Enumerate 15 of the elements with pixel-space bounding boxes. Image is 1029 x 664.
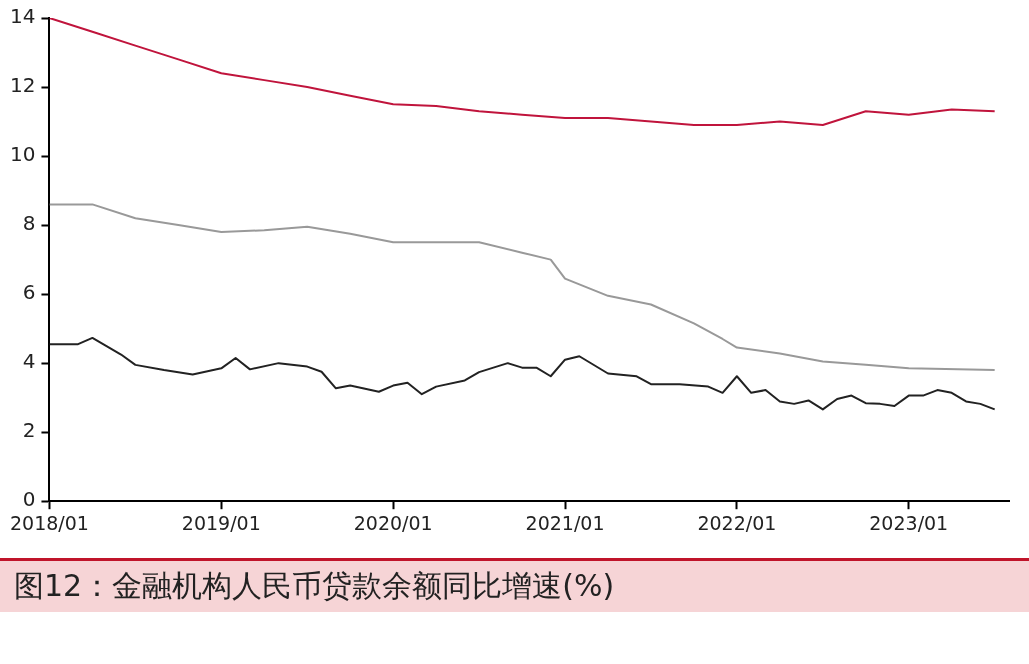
- y-tick-label: 14: [10, 4, 36, 29]
- y-tick-label: 10: [10, 142, 36, 167]
- x-tick-label: 2020/01: [353, 511, 433, 534]
- y-tick-label: 12: [10, 73, 36, 98]
- x-tick-label: 2023/01: [869, 511, 949, 534]
- y-tick-label: 4: [22, 349, 36, 374]
- x-tick-label: 2021/01: [525, 511, 605, 534]
- y-tick-label: 0: [22, 487, 36, 512]
- y-tick-label: 2: [22, 418, 36, 443]
- text: 图12：金融机构人民币贷款余额同比增速(%): [0, 561, 1029, 611]
- x-tick-label: 2022/01: [697, 511, 777, 534]
- x-tick-label: 2019/01: [181, 511, 261, 534]
- y-tick-label: 6: [22, 280, 36, 305]
- x-tick-label: 2018/01: [9, 511, 89, 534]
- y-tick-label: 8: [22, 211, 36, 236]
